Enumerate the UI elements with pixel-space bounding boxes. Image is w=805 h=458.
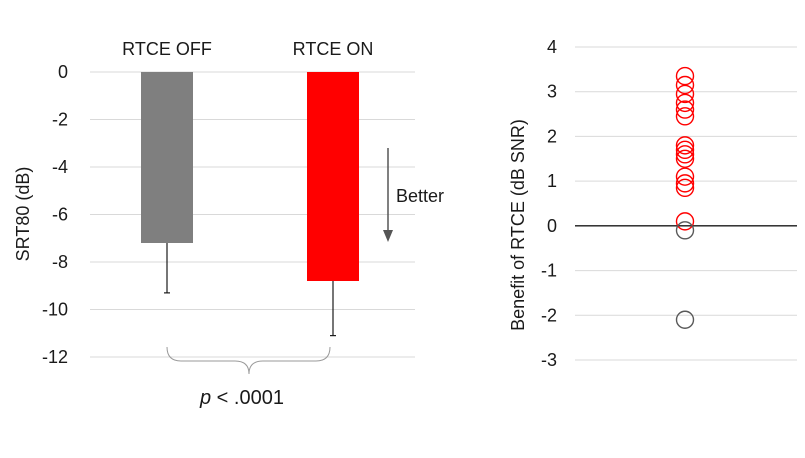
scatter-chart-y-tick-6: -2 [541,305,557,325]
bar-rtce-on [307,72,359,281]
scatter-point-9 [675,149,695,168]
scatter-chart-y-tick-7: -3 [541,350,557,370]
bar-chart-y-tick-4: -8 [52,252,68,272]
scatter-chart: 4 3 2 1 0 -1 -2 -3 Benefit of RTCE (dB SNR) [508,37,797,370]
scatter-point-1 [675,75,695,95]
bar-chart-y-ticks: 0 -2 -4 -6 -8 -10 -12 [42,62,68,367]
significance-p: p [199,387,211,409]
scatter-point-6 [675,136,695,155]
scatter-point-7 [675,140,695,160]
scatter-chart-y-tick-5: -1 [541,261,557,281]
bar-chart-y-tick-6: -12 [42,347,68,367]
significance-label: p < .0001 [199,387,284,409]
scatter-chart-y-axis-title: Benefit of RTCE (dB SNR) [508,119,528,331]
category-label-0: RTCE OFF [122,39,212,59]
scatter-chart-points [675,66,695,329]
bar-chart-gridlines [90,71,415,358]
significance-value: < .0001 [211,387,284,409]
bar-chart: 0-2-4-6-8-10-12 SRT80 (dB) RTCE OFF RTCE … [13,39,444,409]
scatter-point-8 [675,145,695,164]
significance-bracket [166,346,331,375]
scatter-point-3 [675,93,695,113]
scatter-point-2 [675,84,695,104]
scatter-point-12 [675,178,695,198]
scatter-point-13 [675,212,695,231]
scatter-chart-y-tick-0: 4 [547,37,557,57]
bar-chart-bars [141,72,359,281]
bar-chart-y-axis-title: SRT80 (dB) [13,167,33,262]
scatter-chart-y-tick-2: 2 [547,126,557,146]
scatter-point-5 [675,107,695,126]
bar-chart-y-tick-2: -4 [52,157,68,177]
scatter-chart-y-ticks: 4 3 2 1 0 -1 -2 -3 [541,37,557,370]
scatter-point-4 [675,100,695,119]
scatter-chart-y-tick-1: 3 [547,82,557,102]
scatter-chart-gridlines [575,46,797,361]
scatter-chart-y-tick-3: 1 [547,171,557,191]
bar-chart-y-tick-1: -2 [52,110,68,130]
bar-rtce-off [141,72,193,243]
better-arrow-label: Better [396,186,444,206]
category-label-1: RTCE ON [293,39,374,59]
scatter-point-14 [675,221,695,240]
scatter-point-15 [675,310,695,329]
scatter-chart-y-tick-4: 0 [547,216,557,236]
scatter-point-11 [675,174,695,193]
bar-chart-category-labels: RTCE OFF RTCE ON [122,39,373,59]
bar-chart-error-bars [164,243,336,337]
scatter-point-10 [675,167,695,186]
bar-chart-y-tick-3: -6 [52,205,68,225]
better-arrow-head [383,230,393,242]
bar-chart-y-tick-5: -10 [42,300,68,320]
scatter-point-0 [675,66,695,86]
bar-chart-y-tick-0: 0 [58,62,68,82]
